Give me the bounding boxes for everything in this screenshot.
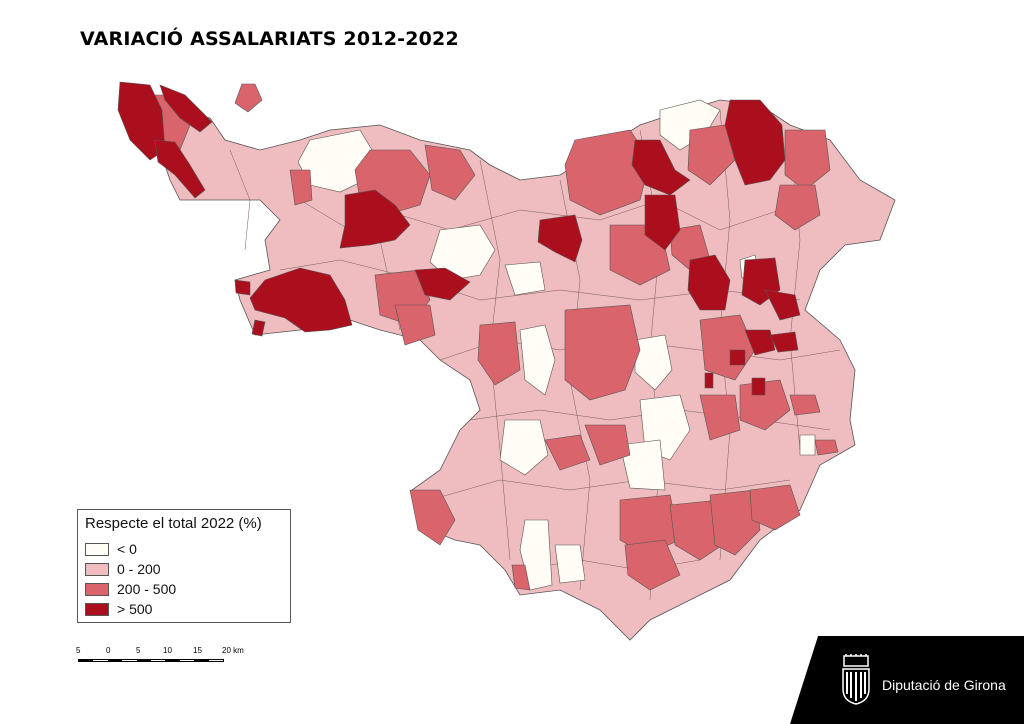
legend-item-200-500: 200 - 500 [85,581,176,597]
legend-swatch [85,582,109,596]
class-negative [297,99,816,591]
scale-label: 20 km [222,646,244,655]
legend-swatch [85,562,109,576]
scale-label: 10 [163,646,172,655]
legend-swatch [85,542,109,556]
scale-label: 5 [76,646,81,655]
map-title: VARIACIÓ ASSALARIATS 2012-2022 [80,28,459,50]
legend-item-0-200: 0 - 200 [85,561,161,577]
legend-item-negative: < 0 [85,541,137,557]
legend-label: > 500 [117,601,153,617]
coat-of-arms-icon [842,654,870,705]
scale-label: 0 [106,646,111,655]
class-over-500 [117,81,801,396]
organization-name: Diputació de Girona [882,677,1006,693]
class-200-500 [147,83,839,591]
legend-item-over-500: > 500 [85,601,152,617]
scale-label: 5 [136,646,141,655]
legend-label: 200 - 500 [117,581,177,597]
legend-label: < 0 [117,541,137,557]
legend-label: 0 - 200 [117,561,161,577]
legend-swatch [85,602,109,616]
legend-title: Respecte el total 2022 (%) [85,515,262,532]
scale-bar: 5 0 5 10 15 20 km [74,646,254,666]
map-legend: Respecte el total 2022 (%) < 0 0 - 200 2… [77,509,291,623]
scale-bar-graphic [78,659,224,662]
footer-brand: Diputació de Girona [790,636,1024,724]
scale-label: 15 [193,646,202,655]
